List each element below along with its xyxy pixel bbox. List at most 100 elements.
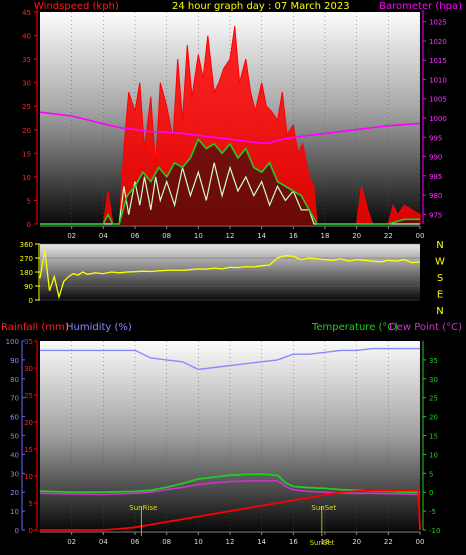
humidity-tick-label: 90	[10, 357, 19, 365]
direction-tick-label: 90	[24, 283, 33, 291]
barometer-tick-label: 1010	[429, 76, 447, 84]
sunset-axis-label: SunSet	[310, 539, 335, 547]
average-wind-series	[40, 137, 420, 225]
wind-x-tick-label: 00	[416, 232, 425, 240]
barometer-tick-label: 985	[429, 173, 442, 181]
humidity-tick-label: 80	[10, 376, 19, 384]
windspeed-tick-label: 30	[22, 80, 31, 88]
windspeed-tick-label: 35	[22, 56, 31, 64]
wind-x-tick-label: 08	[162, 232, 171, 240]
barometer-axis-label: Barometer (hpa)	[379, 1, 462, 12]
rainfall-tick-label: 25	[24, 392, 33, 400]
climate-x-tick-label: 04	[99, 538, 108, 546]
wind-x-tick-label: 10	[194, 232, 203, 240]
temperature-tick-label: 35	[429, 357, 438, 365]
humidity-series	[40, 347, 420, 371]
wind-x-tick-label: 06	[131, 232, 140, 240]
barometer-series	[39, 111, 421, 144]
rainfall-tick-label: 5	[29, 500, 33, 508]
direction-tick-label: 180	[20, 269, 33, 277]
wind-x-tick-label: 02	[67, 232, 76, 240]
temperature-axis-label: Temperature (°C)	[311, 322, 398, 333]
temperature-tick-label: -5	[429, 508, 436, 516]
climate-x-tick-label: 12	[226, 538, 235, 546]
rainfall-axis-label: Rainfall (mm)	[1, 322, 69, 333]
wind-x-tick-label: 04	[99, 232, 108, 240]
compass-label: W	[435, 257, 445, 268]
rainfall-tick-label: 30	[24, 365, 33, 373]
wind-x-tick-label: 12	[226, 232, 235, 240]
climate-x-tick-label: 10	[194, 538, 203, 546]
humidity-tick-label: 30	[10, 470, 19, 478]
dewpoint-axis-label: Dew Point (°C)	[389, 322, 462, 333]
climate-x-tick-label: 22	[384, 538, 393, 546]
wind-direction-series	[39, 250, 421, 300]
humidity-tick-label: 10	[10, 508, 19, 516]
wind-x-tick-label: 16	[289, 232, 298, 240]
windspeed-tick-label: 25	[22, 103, 31, 111]
barometer-tick-label: 1015	[429, 57, 447, 65]
compass-label: E	[437, 290, 443, 301]
temperature-tick-label: 20	[429, 414, 438, 422]
direction-tick-label: 270	[20, 255, 33, 263]
wind-x-tick-label: 18	[321, 232, 330, 240]
chart-title: 24 hour graph day : 07 March 2023	[172, 1, 350, 12]
wind-low-series	[40, 162, 420, 225]
windspeed-axis-label: Windspeed (kph)	[34, 1, 119, 12]
temperature-tick-label: 15	[429, 433, 438, 441]
direction-tick-label: 360	[20, 241, 33, 249]
climate-x-tick-label: 14	[257, 538, 266, 546]
climate-x-tick-label: 18	[321, 538, 330, 546]
windspeed-tick-label: 20	[22, 127, 31, 135]
temperature-tick-label: -10	[429, 527, 440, 535]
climate-x-tick-label: 02	[67, 538, 76, 546]
rainfall-tick-label: 15	[24, 446, 33, 454]
rainfall-series	[40, 489, 421, 531]
temperature-tick-label: 5	[429, 470, 433, 478]
compass-label: N	[436, 306, 443, 317]
direction-tick-label: 0	[29, 297, 33, 305]
rainfall-tick-label: 0	[29, 527, 33, 535]
humidity-tick-label: 70	[10, 395, 19, 403]
climate-panel-background	[40, 341, 420, 530]
humidity-tick-label: 0	[15, 527, 19, 535]
rainfall-tick-label: 20	[24, 419, 33, 427]
wind-x-tick-label: 20	[352, 232, 361, 240]
barometer-tick-label: 1025	[429, 19, 447, 27]
humidity-axis-label: Humidity (%)	[66, 322, 132, 333]
wind-x-tick-label: 22	[384, 232, 393, 240]
sun-marker-label: SunRise	[129, 504, 157, 512]
temperature-tick-label: 25	[429, 395, 438, 403]
humidity-tick-label: 100	[6, 338, 19, 346]
average-wind-fill	[40, 139, 420, 224]
barometer-tick-label: 995	[429, 134, 442, 142]
barometer-tick-label: 975	[429, 211, 442, 219]
humidity-tick-label: 60	[10, 414, 19, 422]
windspeed-tick-label: 10	[22, 174, 31, 182]
barometer-tick-label: 1000	[429, 115, 447, 123]
climate-x-tick-label: 20	[352, 538, 361, 546]
climate-x-tick-label: 06	[131, 538, 140, 546]
humidity-tick-label: 50	[10, 433, 19, 441]
humidity-tick-label: 20	[10, 489, 19, 497]
wind-x-tick-label: 14	[257, 232, 266, 240]
humidity-tick-label: 40	[10, 451, 19, 459]
temperature-tick-label: 10	[429, 451, 438, 459]
barometer-tick-label: 1020	[429, 38, 447, 46]
sun-marker-label: SunSet	[311, 504, 336, 512]
compass-label: S	[437, 273, 443, 284]
climate-x-tick-label: 00	[416, 538, 425, 546]
climate-x-tick-label: 08	[162, 538, 171, 546]
windspeed-tick-label: 15	[22, 150, 31, 158]
rainfall-tick-label: 35	[24, 338, 33, 346]
compass-label: N	[436, 240, 443, 251]
temperature-tick-label: 30	[429, 376, 438, 384]
windspeed-tick-label: 5	[27, 197, 31, 205]
climate-x-tick-label: 16	[289, 538, 298, 546]
dewpoint-series	[39, 480, 421, 496]
temperature-tick-label: 0	[429, 489, 433, 497]
windspeed-tick-label: 45	[22, 9, 31, 17]
rainfall-tick-label: 10	[24, 473, 33, 481]
barometer-tick-label: 1005	[429, 96, 447, 104]
